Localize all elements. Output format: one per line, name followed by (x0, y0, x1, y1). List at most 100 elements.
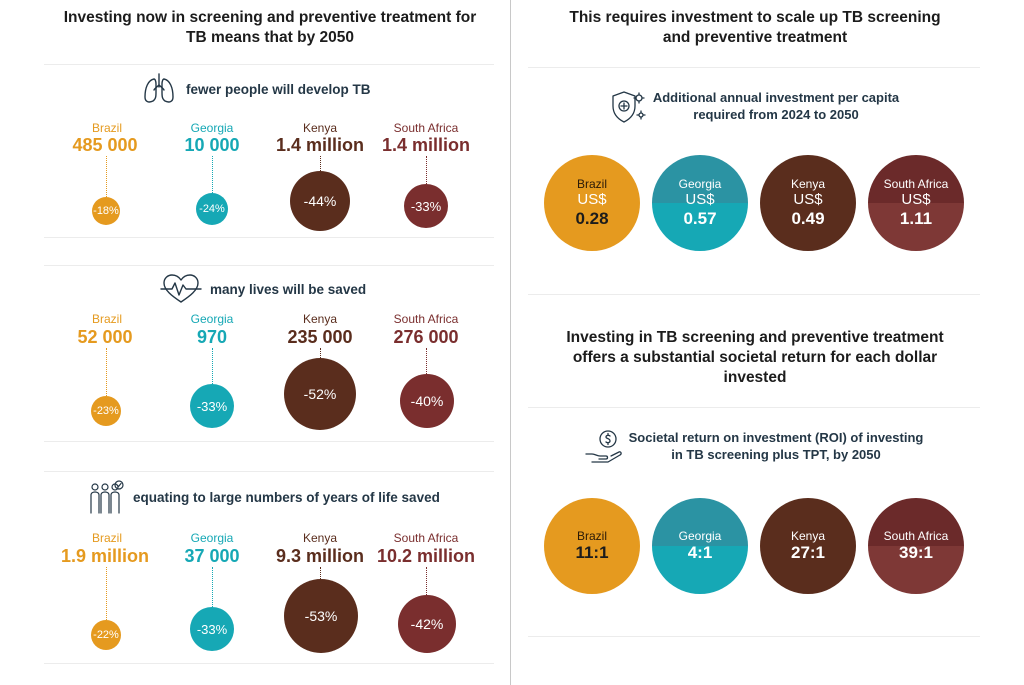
inv-circle-south-africa-top (868, 155, 964, 203)
s3-bubble-georgia: -33% (190, 607, 234, 651)
inv-country-brazil: Brazil (576, 177, 607, 191)
s1-value-south-africa: 1.4 million (381, 135, 471, 155)
inv-country-georgia: Georgia (678, 177, 722, 191)
inv-currency-south-africa: US$ (901, 191, 931, 208)
roi-circle-georgia-top (652, 498, 748, 546)
shield-virus-icon (612, 91, 646, 123)
inv-circle-kenya: Kenya US$ 0.49 (760, 155, 856, 251)
roi-value-south-africa: 39:1 (898, 543, 934, 562)
inv-currency-georgia: US$ (685, 191, 715, 208)
s3-country-georgia: Georgia (190, 531, 234, 545)
s3-country-kenya: Kenya (302, 531, 338, 545)
inv-currency-kenya: US$ (793, 191, 823, 208)
section-lives-heading: many lives will be saved (160, 272, 366, 306)
s3-country-south-africa: South Africa (393, 531, 459, 545)
roi-value-georgia: 4:1 (687, 543, 713, 562)
inv-value-kenya: 0.49 (791, 209, 825, 228)
section-fewer-tb-title: fewer people will develop TB (186, 81, 371, 97)
s3-country-brazil: Brazil (91, 531, 122, 545)
inv-circle-south-africa-bottom (868, 203, 964, 251)
s1-country-brazil: Brazil (91, 121, 122, 135)
s2-country-kenya: Kenya (302, 312, 338, 326)
inv-circle-kenya-fill (760, 155, 856, 251)
s3-value-kenya: 9.3 million (275, 546, 365, 566)
s1-bubble-kenya: -44% (290, 171, 350, 231)
s1-value-brazil: 485 000 (72, 135, 138, 155)
inv-country-south-africa: South Africa (883, 177, 949, 191)
s2-bubble-brazil: -23% (91, 396, 121, 426)
inv-currency-brazil: US$ (577, 191, 607, 208)
s3-line-brazil (106, 567, 107, 620)
s1-bubble-brazil: -18% (92, 197, 120, 225)
section-years-title: equating to large numbers of years of li… (133, 489, 440, 505)
roi-circle-south-africa: South Africa 39:1 (868, 498, 964, 594)
roi-circle-georgia-bottom (652, 546, 748, 594)
s2-bubble-kenya: -52% (284, 358, 356, 430)
money-hand-icon-wrap (584, 428, 626, 471)
s2-country-south-africa: South Africa (393, 312, 459, 326)
people-group-icon (90, 480, 124, 514)
inv-circle-brazil: Brazil US$ 0.28 (544, 155, 640, 251)
roi-heading: Societal return on investment (ROI) of i… (628, 430, 924, 462)
s2-value-south-africa: 276 000 (393, 327, 459, 347)
s1-line-south-africa (426, 156, 427, 184)
roi-country-georgia: Georgia (678, 529, 722, 543)
s3-line-south-africa (426, 567, 427, 595)
s3-value-georgia: 37 000 (184, 546, 240, 566)
roi-circle-south-africa-top (868, 498, 964, 546)
s1-line-georgia (212, 156, 213, 193)
s2-country-georgia: Georgia (190, 312, 234, 326)
right-title: This requires investment to scale up TB … (569, 9, 941, 46)
s2-country-brazil: Brazil (91, 312, 122, 326)
s2-bubble-south-africa: -40% (400, 374, 454, 428)
s1-bubble-south-africa: -33% (404, 184, 448, 228)
inv-circle-georgia-bottom (652, 203, 748, 251)
roi-circle-south-africa-bottom (868, 546, 964, 594)
inv-circle-georgia: Georgia US$ 0.57 (652, 155, 748, 251)
s2-value-georgia: 970 (196, 327, 228, 347)
roi-circle-kenya: Kenya 27:1 (760, 498, 856, 594)
s2-value-kenya: 235 000 (287, 327, 353, 347)
roi-value-kenya: 27:1 (790, 543, 826, 562)
roi-country-south-africa: South Africa (883, 529, 949, 543)
s3-value-south-africa: 10.2 million (376, 546, 476, 566)
s3-bubble-kenya: -53% (284, 579, 358, 653)
s2-line-kenya (320, 348, 321, 358)
section-fewer-tb-heading: fewer people will develop TB (140, 70, 371, 108)
s1-value-kenya: 1.4 million (275, 135, 365, 155)
shield-virus-icon-wrap (608, 88, 648, 133)
roi-title: Investing in TB screening and preventive… (566, 329, 944, 386)
inv-value-georgia: 0.57 (683, 209, 717, 228)
s2-line-brazil (106, 348, 107, 396)
s3-line-georgia (212, 567, 213, 607)
s2-value-brazil: 52 000 (77, 327, 133, 347)
left-title: Investing now in screening and preventiv… (63, 9, 477, 46)
s2-line-georgia (212, 348, 213, 384)
roi-circle-georgia: Georgia 4:1 (652, 498, 748, 594)
roi-circle-kenya-fill (760, 498, 856, 594)
s1-country-georgia: Georgia (190, 121, 234, 135)
s1-bubble-georgia: -24% (196, 193, 228, 225)
investment-heading: Additional annual investment per capita … (652, 90, 900, 122)
roi-circle-brazil: Brazil 11:1 (544, 498, 640, 594)
roi-country-brazil: Brazil (576, 529, 607, 543)
heart-pulse-icon (160, 274, 202, 303)
column-divider (510, 0, 511, 685)
s1-country-south-africa: South Africa (393, 121, 459, 135)
s3-value-brazil: 1.9 million (60, 546, 150, 566)
s1-line-brazil (106, 156, 107, 197)
s2-bubble-georgia: -33% (190, 384, 234, 428)
section-lives-title: many lives will be saved (210, 281, 367, 297)
inv-value-south-africa: 1.11 (899, 209, 933, 228)
inv-circle-georgia-top (652, 155, 748, 203)
inv-circle-brazil-fill (544, 155, 640, 251)
s2-line-south-africa (426, 348, 427, 374)
inv-value-brazil: 0.28 (575, 209, 609, 228)
s3-bubble-south-africa: -42% (398, 595, 456, 653)
section-years-heading: equating to large numbers of years of li… (85, 479, 440, 515)
roi-country-kenya: Kenya (790, 529, 826, 543)
lungs-icon (144, 73, 174, 103)
roi-circle-brazil-fill (544, 498, 640, 594)
inv-country-kenya: Kenya (790, 177, 826, 191)
money-hand-icon (585, 430, 622, 463)
